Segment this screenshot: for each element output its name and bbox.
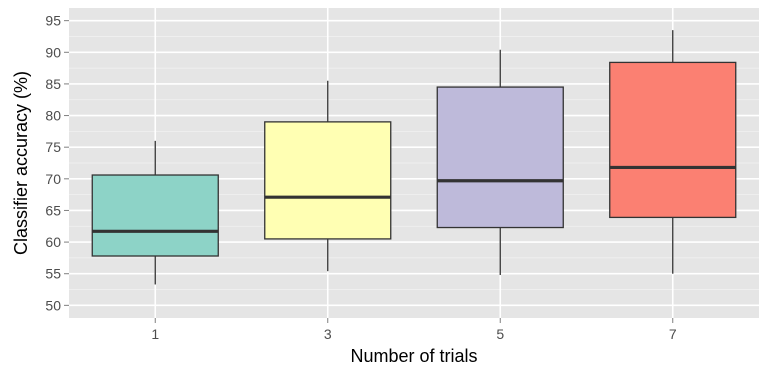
y-axis-title: Classifier accuracy (%) [11,71,31,255]
x-tick-label: 7 [669,326,677,342]
iqr-box [609,61,737,219]
x-axis: 1 3 5 7 [151,318,677,342]
x-tick-label: 1 [151,326,159,342]
x-tick-label: 5 [496,326,504,342]
iqr-box [264,121,392,240]
x-axis-title: Number of trials [350,346,477,366]
box-5 [436,49,564,275]
y-tick-label: 50 [45,297,61,313]
y-tick-label: 75 [45,139,61,155]
y-tick-label: 95 [45,13,61,29]
box-3 [264,80,392,272]
y-axis: 50 55 60 65 70 75 80 85 90 95 [45,13,69,313]
boxes [91,30,737,285]
box-1 [91,140,219,285]
box-7 [609,30,737,274]
iqr-box [436,86,564,229]
y-tick-label: 70 [45,171,61,187]
y-tick-label: 55 [45,266,61,282]
y-tick-label: 65 [45,202,61,218]
iqr-box [91,174,219,257]
y-tick-label: 80 [45,108,61,124]
y-tick-label: 90 [45,44,61,60]
y-tick-label: 85 [45,76,61,92]
x-tick-label: 3 [324,326,332,342]
y-tick-label: 60 [45,234,61,250]
